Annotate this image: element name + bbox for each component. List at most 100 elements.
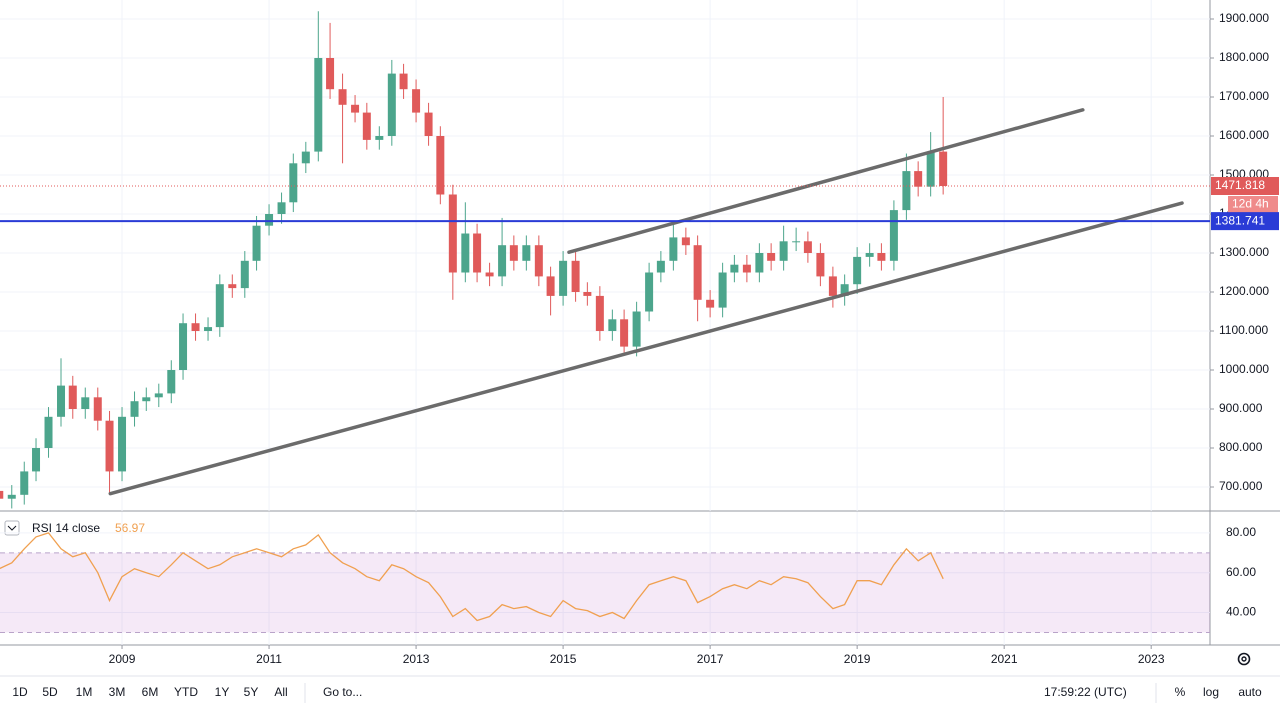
candle-body bbox=[583, 292, 592, 296]
goto-button[interactable]: Go to... bbox=[323, 685, 362, 699]
candle-body bbox=[889, 210, 898, 261]
candle-body bbox=[645, 272, 654, 312]
candle-body bbox=[81, 397, 90, 410]
y-tick-label: 1900.000 bbox=[1219, 11, 1269, 25]
candle-body bbox=[362, 112, 371, 140]
candle-body bbox=[522, 245, 531, 261]
candle-body bbox=[154, 393, 163, 398]
range-button[interactable]: 5Y bbox=[244, 685, 259, 699]
range-button[interactable]: 5D bbox=[42, 685, 58, 699]
rsi-band bbox=[0, 552, 1210, 633]
range-button[interactable]: YTD bbox=[174, 685, 198, 699]
candle-body bbox=[289, 163, 298, 203]
x-tick-label: 2023 bbox=[1138, 652, 1165, 666]
gear[interactable] bbox=[1237, 652, 1251, 666]
axis-option[interactable]: auto bbox=[1238, 685, 1262, 699]
range-button[interactable]: 1Y bbox=[215, 685, 230, 699]
candle-body bbox=[179, 323, 188, 371]
candle-body bbox=[338, 89, 347, 105]
candle-body bbox=[448, 194, 457, 273]
trend-line bbox=[567, 108, 1085, 254]
y-tick-label: 1600.000 bbox=[1219, 128, 1269, 142]
candle-body bbox=[436, 135, 445, 195]
x-tick-label: 2021 bbox=[991, 652, 1018, 666]
countdown-label: 12d 4h bbox=[1232, 197, 1269, 211]
candle-body bbox=[681, 237, 690, 246]
candle-body bbox=[228, 284, 237, 289]
candle-body bbox=[914, 171, 923, 187]
candle-body bbox=[375, 135, 384, 140]
candle-body bbox=[498, 245, 507, 277]
x-tick-label: 2015 bbox=[550, 652, 577, 666]
candle-body bbox=[877, 253, 886, 261]
collapse-icon[interactable] bbox=[7, 525, 17, 531]
y-tick-label: 1800.000 bbox=[1219, 50, 1269, 64]
candle-body bbox=[105, 420, 114, 472]
candle-body bbox=[779, 241, 788, 261]
candle-body bbox=[620, 319, 629, 347]
range-button[interactable]: All bbox=[274, 685, 287, 699]
y-tick-label: 1000.000 bbox=[1219, 362, 1269, 376]
candle-body bbox=[571, 260, 580, 293]
candle-body bbox=[191, 323, 200, 332]
candle-body bbox=[902, 171, 911, 211]
candle-body bbox=[412, 89, 421, 113]
indicator-name: RSI 14 close bbox=[32, 521, 100, 535]
settings-icon[interactable] bbox=[1237, 652, 1251, 666]
rsi-line bbox=[0, 532, 944, 622]
candle-body bbox=[939, 151, 948, 186]
candle-body bbox=[252, 225, 261, 261]
collapse-button[interactable] bbox=[4, 520, 20, 536]
candle-body bbox=[20, 471, 29, 495]
candle-body bbox=[803, 241, 812, 254]
candle-body bbox=[240, 260, 249, 289]
y-tick-label: 1700.000 bbox=[1219, 89, 1269, 103]
range-button[interactable]: 1D bbox=[12, 685, 28, 699]
candle-body bbox=[595, 295, 604, 332]
hline-tag bbox=[1211, 212, 1279, 231]
y-tick-label: 80.00 bbox=[1226, 525, 1256, 539]
candle-body bbox=[326, 57, 335, 90]
candle-body bbox=[865, 253, 874, 257]
gear-hub[interactable] bbox=[1241, 656, 1247, 662]
y-tick-label: 60.00 bbox=[1226, 565, 1256, 579]
axis-option[interactable]: log bbox=[1203, 685, 1219, 699]
candle-body bbox=[718, 272, 727, 308]
indicator-value: 56.97 bbox=[115, 521, 145, 535]
candle-body bbox=[351, 104, 360, 113]
candle-body bbox=[461, 233, 470, 273]
candle-body bbox=[853, 256, 862, 285]
candle-body bbox=[706, 299, 715, 308]
y-tick-label: 1300.000 bbox=[1219, 245, 1269, 259]
candle-body bbox=[399, 73, 408, 90]
y-tick-label: 1200.000 bbox=[1219, 284, 1269, 298]
candle-body bbox=[632, 311, 641, 347]
range-button[interactable]: 3M bbox=[109, 685, 126, 699]
x-tick-label: 2013 bbox=[403, 652, 430, 666]
axis-option[interactable]: % bbox=[1175, 685, 1186, 699]
y-tick-label: 800.000 bbox=[1219, 440, 1263, 454]
countdown-tag bbox=[1228, 195, 1278, 213]
y-tick-label: 40.00 bbox=[1226, 605, 1256, 619]
x-tick-label: 2009 bbox=[109, 652, 136, 666]
candle-body bbox=[424, 112, 433, 136]
hline-label: 1381.741 bbox=[1215, 213, 1265, 227]
candle-body bbox=[608, 319, 617, 332]
candle-body bbox=[656, 260, 665, 273]
range-button[interactable]: 1M bbox=[76, 685, 93, 699]
x-tick-label: 2011 bbox=[256, 652, 282, 666]
candle-body bbox=[314, 57, 323, 152]
candle-body bbox=[167, 370, 176, 394]
candle-body bbox=[68, 385, 77, 410]
last-price-label: 1471.818 bbox=[1215, 178, 1265, 192]
candle-body bbox=[32, 448, 41, 472]
y-tick-label: 900.000 bbox=[1219, 401, 1263, 415]
range-button[interactable]: 6M bbox=[142, 685, 159, 699]
candle-body bbox=[473, 233, 482, 273]
candle-body bbox=[730, 264, 739, 273]
candle-body bbox=[828, 276, 837, 296]
clock: 17:59:22 (UTC) bbox=[1044, 685, 1127, 699]
candle-body bbox=[301, 151, 310, 164]
